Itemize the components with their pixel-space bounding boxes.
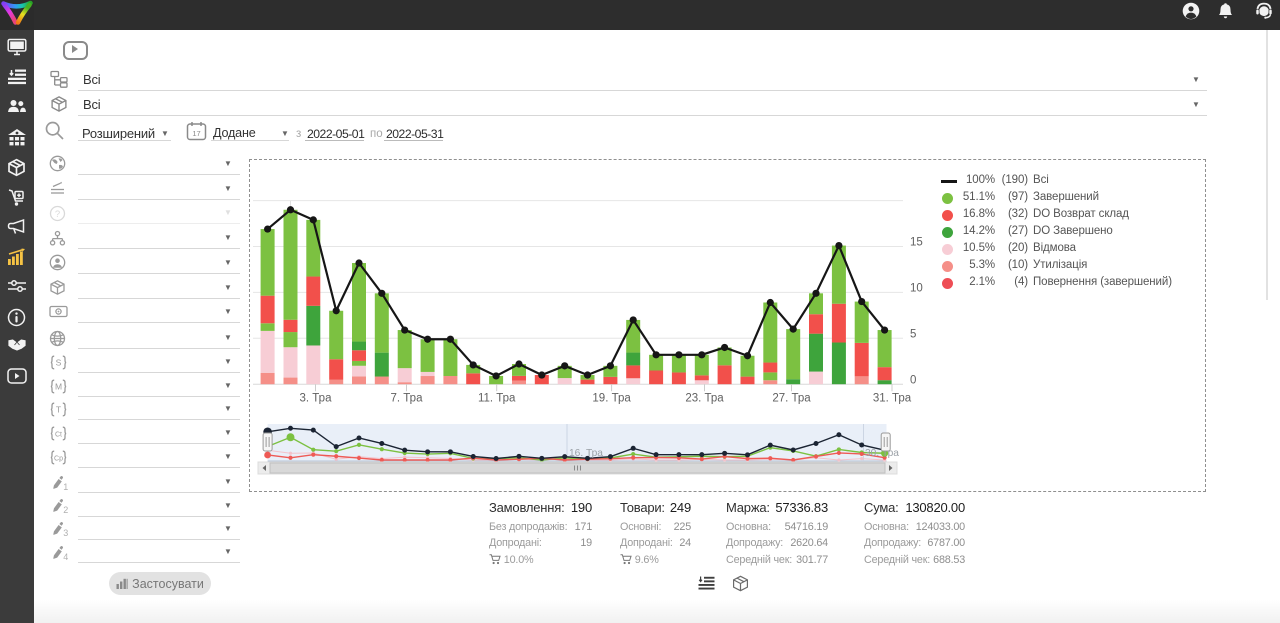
svg-text:M: M: [55, 381, 62, 391]
svg-text:17: 17: [192, 129, 200, 138]
svg-text:10: 10: [910, 283, 923, 295]
svg-text:0: 0: [910, 374, 916, 386]
svg-text:3. Тра: 3. Тра: [300, 393, 333, 405]
svg-text:2: 2: [63, 505, 68, 515]
svg-text:Ct: Ct: [55, 431, 62, 438]
svg-text:T: T: [56, 404, 61, 414]
svg-text:27. Тра: 27. Тра: [772, 393, 811, 405]
svg-text:11. Тра: 11. Тра: [478, 393, 516, 405]
svg-text:?: ?: [55, 209, 60, 220]
svg-text:19. Тра: 19. Тра: [592, 393, 631, 405]
svg-text:3: 3: [63, 528, 68, 538]
svg-text:S: S: [56, 357, 62, 367]
svg-text:15: 15: [910, 237, 923, 249]
svg-text:Cp: Cp: [54, 455, 63, 462]
svg-text:23. Тра: 23. Тра: [685, 393, 724, 405]
svg-text:7. Тра: 7. Тра: [391, 393, 424, 405]
svg-text:1: 1: [63, 482, 68, 492]
svg-text:5: 5: [910, 329, 916, 341]
svg-text:30. Тра: 30. Тра: [865, 448, 899, 459]
svg-text:4: 4: [63, 552, 68, 562]
svg-text:16. Тра: 16. Тра: [569, 448, 603, 459]
svg-text:31. Тра: 31. Тра: [873, 393, 912, 405]
